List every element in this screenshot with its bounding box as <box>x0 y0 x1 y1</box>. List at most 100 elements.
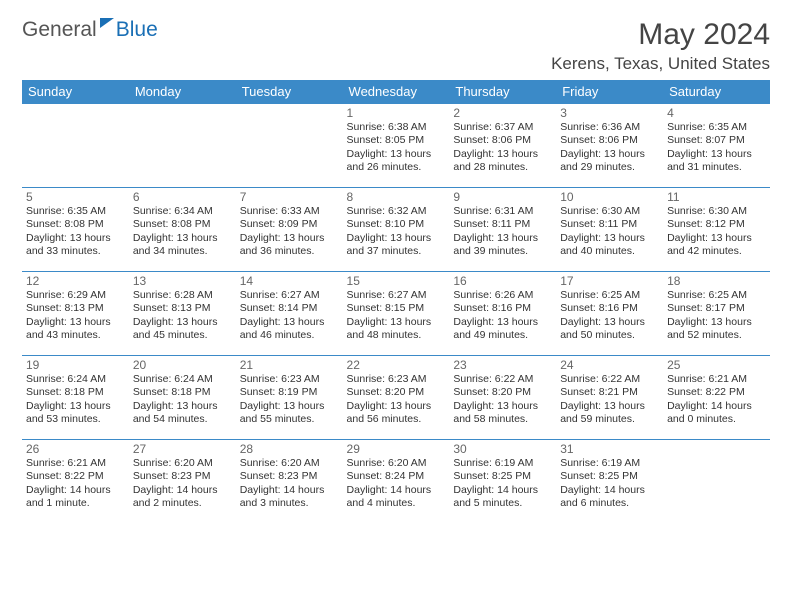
day-info: Sunrise: 6:35 AMSunset: 8:07 PMDaylight:… <box>667 121 766 175</box>
daylight-line: Daylight: 13 hours and 39 minutes. <box>453 232 552 259</box>
day-number: 26 <box>26 442 125 456</box>
calendar-cell: 4Sunrise: 6:35 AMSunset: 8:07 PMDaylight… <box>663 104 770 188</box>
sunset-line: Sunset: 8:09 PM <box>240 218 339 231</box>
sunrise-line: Sunrise: 6:38 AM <box>347 121 446 134</box>
sunrise-line: Sunrise: 6:20 AM <box>133 457 232 470</box>
day-number: 19 <box>26 358 125 372</box>
sunrise-line: Sunrise: 6:23 AM <box>240 373 339 386</box>
sunset-line: Sunset: 8:11 PM <box>453 218 552 231</box>
calendar-cell: 11Sunrise: 6:30 AMSunset: 8:12 PMDayligh… <box>663 188 770 272</box>
day-number: 9 <box>453 190 552 204</box>
day-info: Sunrise: 6:26 AMSunset: 8:16 PMDaylight:… <box>453 289 552 343</box>
daylight-line: Daylight: 13 hours and 45 minutes. <box>133 316 232 343</box>
sunset-line: Sunset: 8:23 PM <box>133 470 232 483</box>
sunset-line: Sunset: 8:08 PM <box>133 218 232 231</box>
sunset-line: Sunset: 8:19 PM <box>240 386 339 399</box>
sunset-line: Sunset: 8:21 PM <box>560 386 659 399</box>
sunset-line: Sunset: 8:18 PM <box>133 386 232 399</box>
calendar-cell <box>663 440 770 524</box>
sunset-line: Sunset: 8:23 PM <box>240 470 339 483</box>
day-number: 12 <box>26 274 125 288</box>
header: General Blue May 2024 Kerens, Texas, Uni… <box>22 18 770 74</box>
sunset-line: Sunset: 8:22 PM <box>26 470 125 483</box>
calendar-week: 1Sunrise: 6:38 AMSunset: 8:05 PMDaylight… <box>22 104 770 188</box>
day-info: Sunrise: 6:37 AMSunset: 8:06 PMDaylight:… <box>453 121 552 175</box>
day-number: 17 <box>560 274 659 288</box>
sunset-line: Sunset: 8:06 PM <box>453 134 552 147</box>
daylight-line: Daylight: 13 hours and 34 minutes. <box>133 232 232 259</box>
day-info: Sunrise: 6:31 AMSunset: 8:11 PMDaylight:… <box>453 205 552 259</box>
daylight-line: Daylight: 13 hours and 33 minutes. <box>26 232 125 259</box>
day-header: Wednesday <box>343 80 450 104</box>
calendar-week: 5Sunrise: 6:35 AMSunset: 8:08 PMDaylight… <box>22 188 770 272</box>
daylight-line: Daylight: 14 hours and 0 minutes. <box>667 400 766 427</box>
calendar-cell: 21Sunrise: 6:23 AMSunset: 8:19 PMDayligh… <box>236 356 343 440</box>
day-info: Sunrise: 6:34 AMSunset: 8:08 PMDaylight:… <box>133 205 232 259</box>
sunrise-line: Sunrise: 6:21 AM <box>667 373 766 386</box>
day-number: 5 <box>26 190 125 204</box>
sunrise-line: Sunrise: 6:32 AM <box>347 205 446 218</box>
location: Kerens, Texas, United States <box>551 54 770 74</box>
calendar-cell <box>22 104 129 188</box>
month-title: May 2024 <box>551 18 770 52</box>
sunrise-line: Sunrise: 6:35 AM <box>667 121 766 134</box>
calendar-cell: 5Sunrise: 6:35 AMSunset: 8:08 PMDaylight… <box>22 188 129 272</box>
day-info: Sunrise: 6:28 AMSunset: 8:13 PMDaylight:… <box>133 289 232 343</box>
sunset-line: Sunset: 8:14 PM <box>240 302 339 315</box>
daylight-line: Daylight: 13 hours and 53 minutes. <box>26 400 125 427</box>
day-header: Sunday <box>22 80 129 104</box>
logo: General Blue <box>22 18 158 42</box>
sunrise-line: Sunrise: 6:35 AM <box>26 205 125 218</box>
sunrise-line: Sunrise: 6:25 AM <box>667 289 766 302</box>
day-info: Sunrise: 6:35 AMSunset: 8:08 PMDaylight:… <box>26 205 125 259</box>
daylight-line: Daylight: 14 hours and 4 minutes. <box>347 484 446 511</box>
day-info: Sunrise: 6:32 AMSunset: 8:10 PMDaylight:… <box>347 205 446 259</box>
daylight-line: Daylight: 14 hours and 6 minutes. <box>560 484 659 511</box>
daylight-line: Daylight: 13 hours and 59 minutes. <box>560 400 659 427</box>
sunrise-line: Sunrise: 6:19 AM <box>453 457 552 470</box>
daylight-line: Daylight: 13 hours and 58 minutes. <box>453 400 552 427</box>
sunset-line: Sunset: 8:18 PM <box>26 386 125 399</box>
daylight-line: Daylight: 13 hours and 28 minutes. <box>453 148 552 175</box>
logo-triangle-icon <box>100 18 114 28</box>
calendar-cell: 22Sunrise: 6:23 AMSunset: 8:20 PMDayligh… <box>343 356 450 440</box>
day-info: Sunrise: 6:22 AMSunset: 8:20 PMDaylight:… <box>453 373 552 427</box>
calendar-cell: 24Sunrise: 6:22 AMSunset: 8:21 PMDayligh… <box>556 356 663 440</box>
sunrise-line: Sunrise: 6:37 AM <box>453 121 552 134</box>
day-number: 30 <box>453 442 552 456</box>
calendar-table: SundayMondayTuesdayWednesdayThursdayFrid… <box>22 80 770 524</box>
daylight-line: Daylight: 13 hours and 42 minutes. <box>667 232 766 259</box>
calendar-cell <box>129 104 236 188</box>
day-info: Sunrise: 6:20 AMSunset: 8:23 PMDaylight:… <box>133 457 232 511</box>
calendar-cell: 30Sunrise: 6:19 AMSunset: 8:25 PMDayligh… <box>449 440 556 524</box>
daylight-line: Daylight: 13 hours and 49 minutes. <box>453 316 552 343</box>
day-info: Sunrise: 6:23 AMSunset: 8:20 PMDaylight:… <box>347 373 446 427</box>
sunset-line: Sunset: 8:25 PM <box>453 470 552 483</box>
day-info: Sunrise: 6:38 AMSunset: 8:05 PMDaylight:… <box>347 121 446 175</box>
day-info: Sunrise: 6:19 AMSunset: 8:25 PMDaylight:… <box>453 457 552 511</box>
daylight-line: Daylight: 13 hours and 31 minutes. <box>667 148 766 175</box>
sunset-line: Sunset: 8:13 PM <box>133 302 232 315</box>
day-number: 22 <box>347 358 446 372</box>
sunset-line: Sunset: 8:15 PM <box>347 302 446 315</box>
calendar-week: 26Sunrise: 6:21 AMSunset: 8:22 PMDayligh… <box>22 440 770 524</box>
sunset-line: Sunset: 8:20 PM <box>347 386 446 399</box>
day-number: 31 <box>560 442 659 456</box>
day-number: 7 <box>240 190 339 204</box>
sunset-line: Sunset: 8:17 PM <box>667 302 766 315</box>
day-number: 29 <box>347 442 446 456</box>
calendar-cell <box>236 104 343 188</box>
calendar-cell: 20Sunrise: 6:24 AMSunset: 8:18 PMDayligh… <box>129 356 236 440</box>
day-info: Sunrise: 6:24 AMSunset: 8:18 PMDaylight:… <box>26 373 125 427</box>
daylight-line: Daylight: 13 hours and 46 minutes. <box>240 316 339 343</box>
calendar-cell: 9Sunrise: 6:31 AMSunset: 8:11 PMDaylight… <box>449 188 556 272</box>
calendar-cell: 12Sunrise: 6:29 AMSunset: 8:13 PMDayligh… <box>22 272 129 356</box>
calendar-cell: 25Sunrise: 6:21 AMSunset: 8:22 PMDayligh… <box>663 356 770 440</box>
sunrise-line: Sunrise: 6:19 AM <box>560 457 659 470</box>
day-info: Sunrise: 6:33 AMSunset: 8:09 PMDaylight:… <box>240 205 339 259</box>
day-number: 20 <box>133 358 232 372</box>
day-number: 24 <box>560 358 659 372</box>
day-number: 11 <box>667 190 766 204</box>
day-number: 27 <box>133 442 232 456</box>
day-info: Sunrise: 6:24 AMSunset: 8:18 PMDaylight:… <box>133 373 232 427</box>
